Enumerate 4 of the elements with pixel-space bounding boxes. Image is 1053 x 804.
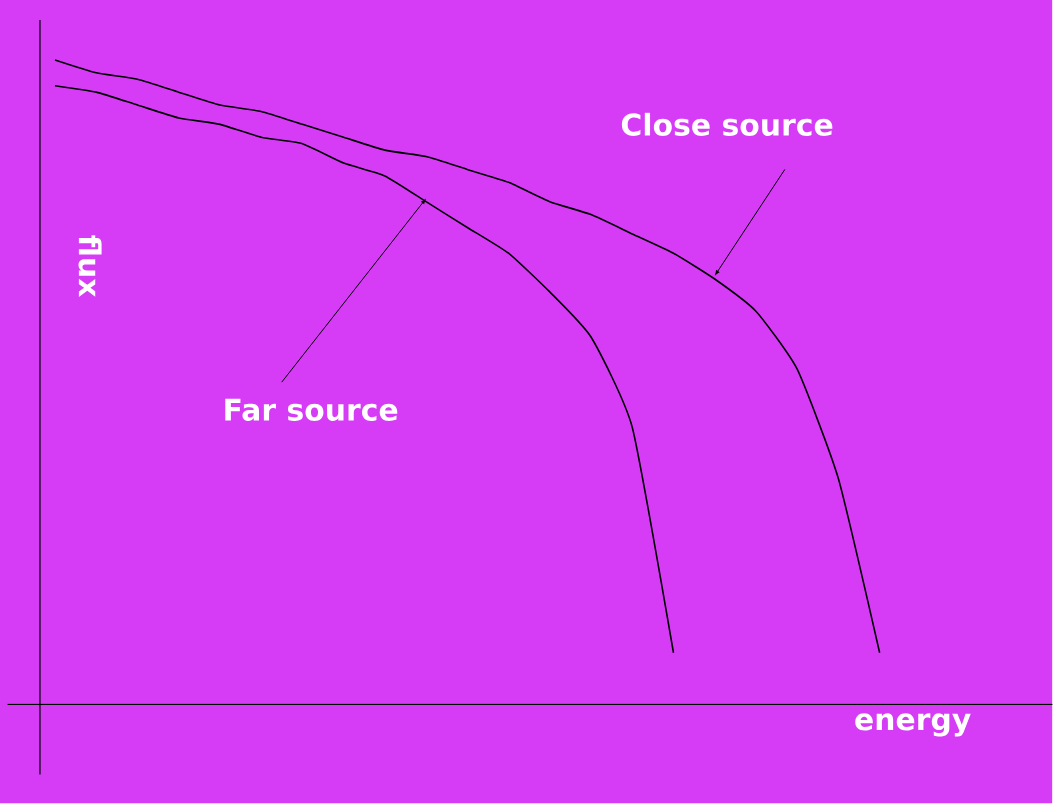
x-axis-title: energy — [855, 713, 971, 737]
text: Far source — [225, 398, 398, 422]
text: Close source — [621, 113, 833, 137]
y-axis-title: flux — [78, 235, 102, 298]
